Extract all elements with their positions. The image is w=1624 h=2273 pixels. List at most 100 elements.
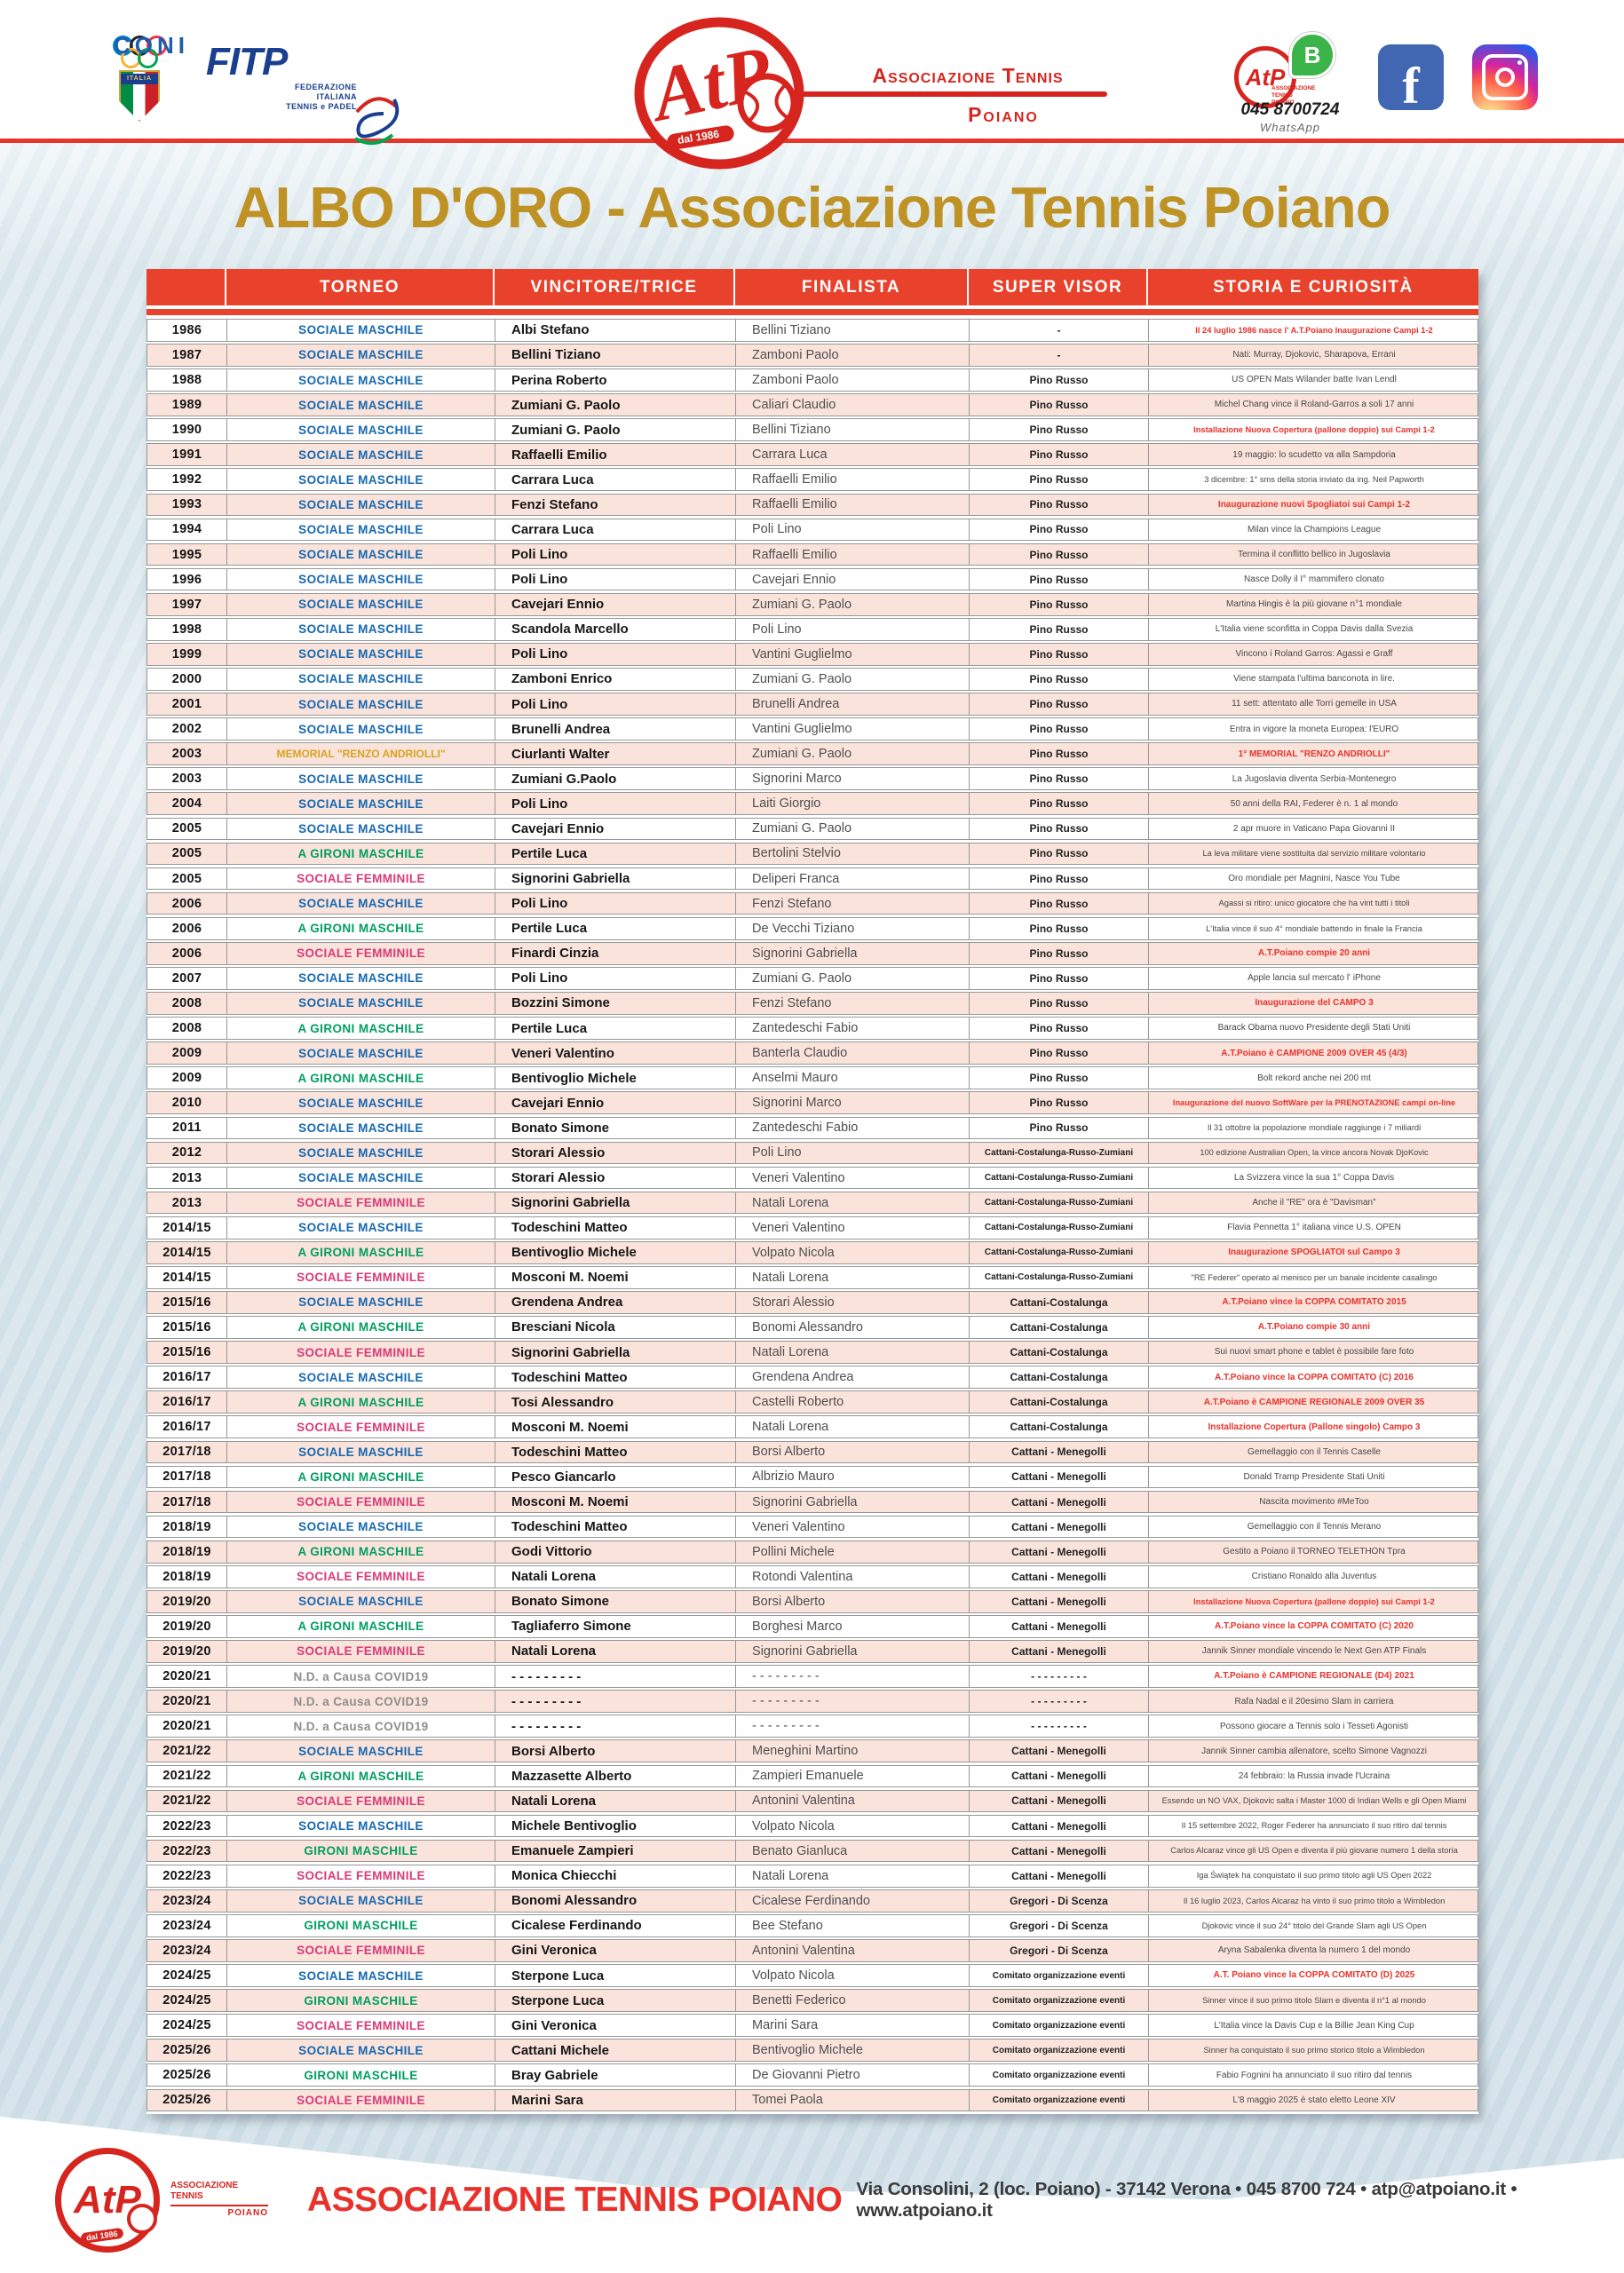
- supervisor-cell: Cattani - Menegolli: [970, 1540, 1149, 1563]
- supervisor-cell: Pino Russo: [970, 469, 1149, 491]
- torneo-cell: SOCIALE FEMMINILE: [227, 942, 495, 964]
- finalist-cell: Borsi Alberto: [736, 1590, 970, 1612]
- supervisor-cell: Cattani - Menegolli: [970, 1641, 1149, 1662]
- year-cell: 2025/26: [147, 2089, 227, 2111]
- torneo-cell: SOCIALE MASCHILE: [227, 543, 495, 566]
- winner-cell: Pertile Luca: [495, 843, 736, 865]
- finalist-cell: Albrizio Mauro: [736, 1466, 970, 1488]
- olympic-rings-icon: [82, 48, 197, 68]
- year-cell: 1998: [147, 618, 227, 640]
- story-cell: L'Italia vince il suo 4° mondiale batten…: [1206, 923, 1422, 933]
- year-cell: 2003: [147, 768, 227, 790]
- torneo-cell: SOCIALE MASCHILE: [227, 1142, 495, 1164]
- finalist-cell: Raffaelli Emilio: [736, 543, 970, 566]
- torneo-cell: SOCIALE MASCHILE: [227, 1740, 495, 1762]
- story-cell: Il 24 luglio 1986 nasce l' A.T.Poiano In…: [1195, 325, 1433, 335]
- story-cell: Sui nuovi smart phone e tablet è possibi…: [1214, 1347, 1414, 1358]
- supervisor-cell: Pino Russo: [970, 718, 1149, 740]
- table-row: 2006 SOCIALE FEMMINILE Finardi Cinzia Si…: [147, 941, 1478, 965]
- year-cell: 2004: [147, 793, 227, 815]
- footer: AtP dal 1986 ASSOCIAZIONE TENNIS POIANO …: [0, 2126, 1624, 2273]
- winner-cell: Todeschini Matteo: [495, 1441, 736, 1463]
- table-row: 2021/22 A GIRONI MASCHILE Mazzasette Alb…: [147, 1764, 1478, 1788]
- supervisor-cell: Pino Russo: [970, 867, 1149, 890]
- year-cell: 2024/25: [147, 2015, 227, 2036]
- winner-cell: Bray Gabriele: [495, 2064, 736, 2087]
- table-row: 1987 SOCIALE MASCHILE Bellini Tiziano Za…: [147, 344, 1478, 367]
- finalist-cell: Caliari Claudio: [736, 394, 970, 416]
- table-row: 2008 SOCIALE MASCHILE Bozzini Simone Fen…: [147, 992, 1478, 1015]
- table-row: 2009 A GIRONI MASCHILE Bentivoglio Miche…: [147, 1066, 1478, 1090]
- facebook-icon[interactable]: f: [1378, 44, 1444, 110]
- supervisor-cell: Cattani-Costalunga: [970, 1342, 1149, 1363]
- torneo-cell: GIRONI MASCHILE: [227, 1915, 495, 1936]
- table-row: 1991 SOCIALE MASCHILE Raffaelli Emilio C…: [147, 443, 1478, 467]
- table-row: 2017/18 SOCIALE FEMMINILE Mosconi M. Noe…: [147, 1490, 1478, 1514]
- year-cell: 1997: [147, 593, 227, 615]
- table-row: 2015/16 A GIRONI MASCHILE Bresciani Nico…: [147, 1316, 1478, 1339]
- supervisor-cell: Pino Russo: [970, 494, 1149, 516]
- supervisor-cell: Pino Russo: [970, 593, 1149, 615]
- year-cell: 2021/22: [147, 1765, 227, 1787]
- story-cell: "RE Federer" operato al menisco per un b…: [1191, 1272, 1438, 1282]
- table-row: 2006 A GIRONI MASCHILE Pertile Luca De V…: [147, 916, 1478, 940]
- finalist-cell: Rotondi Valentina: [736, 1565, 970, 1588]
- year-cell: 2011: [147, 1117, 227, 1139]
- year-cell: 2017/18: [147, 1466, 227, 1488]
- finalist-cell: Fenzi Stefano: [736, 993, 970, 1014]
- winner-cell: Cicalese Ferdinando: [495, 1915, 736, 1936]
- story-cell: Fabio Fognini ha annunciato il suo ritir…: [1216, 2070, 1413, 2080]
- winner-cell: Emanuele Zampieri: [495, 1840, 736, 1862]
- supervisor-cell: Pino Russo: [970, 693, 1149, 715]
- table-row: 1988 SOCIALE MASCHILE Perina Roberto Zam…: [147, 368, 1478, 392]
- supervisor-cell: Cattani-Costalunga: [970, 1366, 1149, 1388]
- story-cell: Nascita movimento #MeToo: [1259, 1496, 1369, 1507]
- table-row: 2001 SOCIALE MASCHILE Poli Lino Brunelli…: [147, 693, 1478, 716]
- torneo-cell: SOCIALE MASCHILE: [227, 693, 495, 715]
- torneo-cell: SOCIALE FEMMINILE: [227, 1491, 495, 1513]
- supervisor-cell: Pino Russo: [970, 768, 1149, 790]
- winner-cell: Bonomi Alessandro: [495, 1889, 736, 1912]
- table-row: 1997 SOCIALE MASCHILE Cavejari Ennio Zum…: [147, 592, 1478, 616]
- table-row: 2019/20 A GIRONI MASCHILE Tagliaferro Si…: [147, 1615, 1478, 1638]
- story-cell: La Svizzera vince la sua 1° Coppa Davis: [1233, 1172, 1395, 1183]
- torneo-cell: SOCIALE MASCHILE: [227, 1042, 495, 1064]
- winner-cell: Cavejari Ennio: [495, 593, 736, 615]
- finalist-cell: Carrara Luca: [736, 444, 970, 466]
- table-row: 1986 SOCIALE MASCHILE Albi Stefano Belli…: [147, 319, 1478, 342]
- instagram-icon[interactable]: [1472, 44, 1538, 110]
- finalist-cell: Natali Lorena: [736, 1266, 970, 1288]
- finalist-cell: Cavejari Ennio: [736, 568, 970, 590]
- year-cell: 2001: [147, 693, 227, 715]
- supervisor-cell: Pino Russo: [970, 444, 1149, 466]
- table-row: 2024/25 SOCIALE FEMMINILE Gini Veronica …: [147, 2014, 1478, 2037]
- supervisor-cell: Gregori - Di Scenza: [970, 1940, 1149, 1961]
- table-row: 2013 SOCIALE FEMMINILE Signorini Gabriel…: [147, 1191, 1478, 1215]
- torneo-cell: SOCIALE FEMMINILE: [227, 1641, 495, 1662]
- story-cell: Barack Obama nuovo Presidente degli Stat…: [1217, 1023, 1411, 1034]
- year-cell: 1990: [147, 419, 227, 440]
- story-cell: Agassi si ritiro: unico giocatore che ha…: [1218, 899, 1410, 908]
- table-row: 2021/22 SOCIALE FEMMINILE Natali Lorena …: [147, 1789, 1478, 1813]
- story-cell: Inaugurazione del CAMPO 3: [1255, 998, 1374, 1009]
- year-cell: 2017/18: [147, 1491, 227, 1513]
- table-row: 2021/22 SOCIALE MASCHILE Borsi Alberto M…: [147, 1739, 1478, 1763]
- albo-doro-table: TORNEO VINCITORE/TRICE FINALISTA SUPER V…: [147, 269, 1478, 2114]
- year-cell: 2020/21: [147, 1666, 227, 1687]
- footer-logo-tagline: ASSOCIAZIONE TENNIS POIANO: [170, 2180, 268, 2218]
- winner-cell: Tosi Alessandro: [495, 1391, 736, 1414]
- story-cell: Il 31 ottobre la popolazione mondiale ra…: [1207, 1123, 1422, 1133]
- finalist-cell: Zantedeschi Fabio: [736, 1018, 970, 1039]
- winner-cell: Poli Lino: [495, 892, 736, 915]
- story-cell: Gestito a Poiano il TORNEO TELETHON Tpra: [1223, 1547, 1406, 1557]
- finalist-cell: Volpato Nicola: [736, 1965, 970, 1986]
- table-row: 2025/26 SOCIALE FEMMINILE Marini Sara To…: [147, 2088, 1478, 2112]
- torneo-cell: SOCIALE MASCHILE: [227, 1815, 495, 1837]
- column-header-vincitore: VINCITORE/TRICE: [495, 269, 735, 305]
- winner-cell: Natali Lorena: [495, 1565, 736, 1588]
- story-cell: US OPEN Mats Wilander batte Ivan Lendl: [1232, 375, 1397, 385]
- fitp-wordmark: FITP: [206, 40, 288, 83]
- table-row: 2025/26 GIRONI MASCHILE Bray Gabriele De…: [147, 2063, 1478, 2087]
- winner-cell: Marini Sara: [495, 2089, 736, 2111]
- finalist-cell: Zumiani G. Paolo: [736, 593, 970, 615]
